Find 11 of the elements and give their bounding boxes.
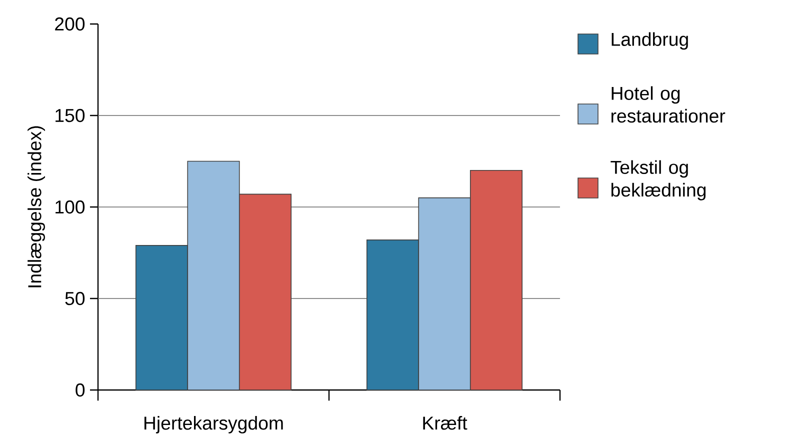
x-tick-label: Kræft — [423, 416, 468, 430]
legend-label: Landbrug — [612, 32, 688, 50]
y-axis-title: Indlæggelse (index) — [28, 126, 45, 288]
y-tick-label: 100 — [56, 200, 85, 214]
legend-label: Hotel og restaurationer — [612, 86, 726, 123]
y-tick-label: 150 — [56, 108, 85, 122]
legend-label: Tekstil og beklædning — [610, 160, 706, 200]
y-tick-label: 0 — [76, 383, 85, 397]
y-tick-label: 50 — [65, 292, 85, 306]
y-tick-label: 200 — [55, 17, 85, 31]
x-tick-label: Hjertekarsygdom — [144, 416, 283, 434]
